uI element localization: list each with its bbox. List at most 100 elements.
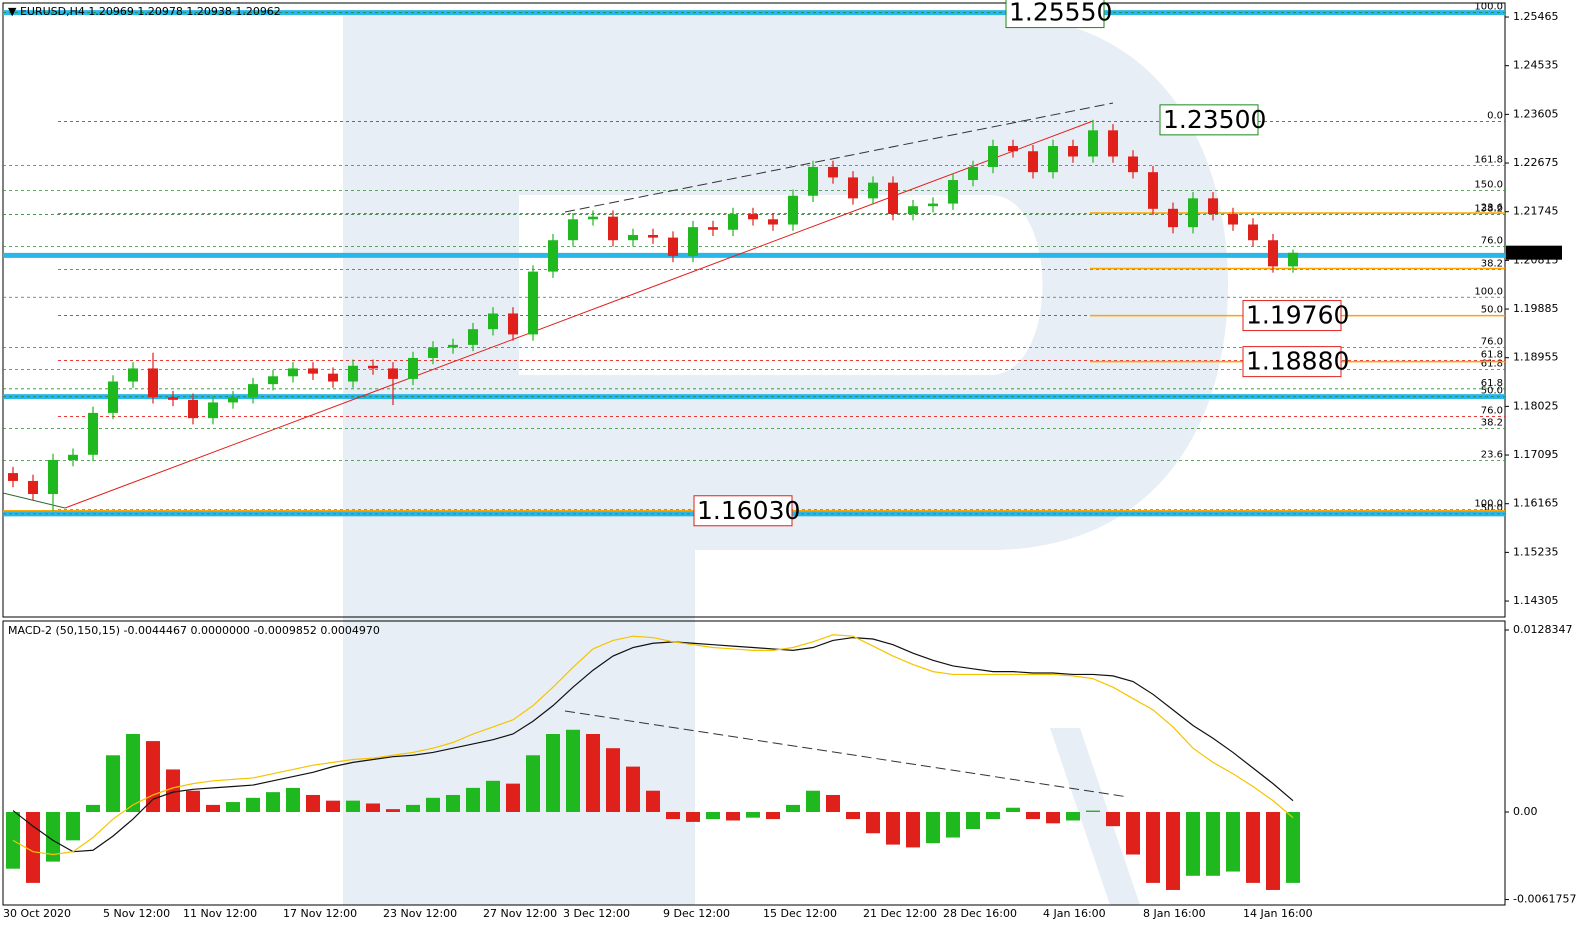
fib-level-label: 61.8: [1481, 350, 1503, 361]
macd-bar: [686, 811, 700, 822]
candle-body: [608, 216, 618, 241]
y-tick-label: 1.18955: [1513, 351, 1559, 364]
candle-body: [1148, 172, 1158, 209]
candle-body: [228, 397, 238, 403]
candle-body: [948, 180, 958, 204]
candle-body: [708, 227, 718, 230]
trendline: [2, 492, 66, 509]
y-tick-label: 1.21745: [1513, 205, 1559, 218]
watermark-bowl: [519, 15, 1228, 905]
annotations: 1.25550 1.23500 1.19760 1.18880 1.16030 1.209…: [693, 0, 1562, 527]
candle-body: [648, 234, 658, 238]
macd-bar: [846, 811, 860, 820]
macd-bar: [286, 787, 300, 812]
macd-bar: [246, 797, 260, 812]
main-panel: [2, 2, 1506, 618]
fib-level-label: 76.0: [1481, 406, 1503, 417]
macd: [6, 634, 1300, 890]
macd-bar: [1246, 811, 1260, 883]
y-tick-label: 1.17095: [1513, 448, 1559, 461]
fib-level-label: 50.0: [1481, 305, 1503, 316]
y-tick-label: 1.16165: [1513, 497, 1559, 510]
candle-body: [508, 313, 518, 335]
fib-level-label: 50.0: [1481, 386, 1503, 397]
x-tick-label: 27 Nov 12:00: [483, 907, 557, 920]
candle-body: [848, 177, 858, 199]
fib-level-label: 23.6: [1481, 450, 1503, 461]
watermark: [343, 15, 1228, 905]
macd-bar: [486, 780, 500, 812]
x-tick-label: 11 Nov 12:00: [183, 907, 257, 920]
x-tick-label: 21 Dec 12:00: [863, 907, 937, 920]
macd-bar: [46, 811, 60, 862]
macd-bar: [626, 766, 640, 812]
macd-bar: [146, 741, 160, 812]
fib-level-label: 61.8: [1481, 378, 1503, 389]
macd-panel: [2, 620, 1506, 906]
macd-bar: [866, 811, 880, 834]
price-annotation: 1.25550: [1009, 0, 1112, 27]
macd-bar: [906, 811, 920, 848]
candle-body: [1048, 146, 1058, 173]
price-annotation-box: [1242, 300, 1342, 332]
watermark-stem: [343, 15, 519, 905]
macd-bar: [1126, 811, 1140, 855]
candle-body: [1028, 151, 1038, 173]
macd-bar: [326, 800, 340, 812]
candle-body: [308, 368, 318, 374]
y-tick-label: 1.14305: [1513, 594, 1559, 607]
candle-body: [288, 368, 298, 377]
macd-bar: [226, 802, 240, 812]
candle-body: [908, 206, 918, 215]
x-tick-label: 30 Oct 2020: [3, 907, 71, 920]
candle-body: [128, 368, 138, 382]
candle-body: [488, 313, 498, 330]
price-annotation: 1.23500: [1163, 105, 1266, 134]
macd-bar: [1166, 811, 1180, 890]
x-tick-label: 23 Nov 12:00: [383, 907, 457, 920]
macd-bar: [606, 748, 620, 812]
macd-line: [12, 634, 1294, 856]
fib-level-label: 138.2: [1474, 204, 1503, 215]
candle-body: [468, 329, 478, 345]
macd-bar: [1146, 811, 1160, 883]
y-tick-label: -0.0061757: [1513, 893, 1576, 906]
price-annotation: 1.18880: [1246, 347, 1349, 376]
candle-body: [568, 219, 578, 241]
candle-body: [148, 368, 158, 398]
macd-bar: [1106, 811, 1120, 827]
macd-bar: [406, 804, 420, 812]
macd-line: [12, 636, 1294, 853]
candle-body: [428, 347, 438, 358]
macd-bar: [346, 800, 360, 812]
candle-body: [348, 365, 358, 382]
trendline: [64, 120, 1094, 509]
macd-bar: [526, 755, 540, 812]
macd-bar: [646, 790, 660, 812]
macd-bar: [1226, 811, 1240, 872]
candle-body: [1088, 130, 1098, 157]
x-tick-label: 17 Nov 12:00: [283, 907, 357, 920]
candle-body: [368, 365, 378, 369]
x-tick-label: 8 Jan 16:00: [1143, 907, 1206, 920]
symbol-header: ▼ EURUSD,H4 1.20969 1.20978 1.20938 1.20…: [8, 5, 281, 18]
candle-body: [928, 203, 938, 207]
macd-bar: [366, 803, 380, 812]
macd-bar: [106, 755, 120, 812]
candle-body: [28, 480, 38, 495]
y-tick-label: 1.24535: [1513, 59, 1559, 72]
macd-bar: [826, 794, 840, 812]
candle-body: [1128, 156, 1138, 173]
candle-body: [1288, 252, 1298, 267]
fib-level-label: 100.0: [1474, 499, 1503, 510]
macd-bar: [766, 811, 780, 820]
macd-bar: [206, 804, 220, 812]
candle-body: [668, 237, 678, 256]
candle-body: [1208, 198, 1218, 215]
fib-level-label: 161.8: [1474, 154, 1503, 165]
macd-bar: [1066, 811, 1080, 821]
x-tick-label: 3 Dec 12:00: [563, 907, 630, 920]
y-tick-label: 1.23605: [1513, 107, 1559, 120]
y-tick-label: 1.18025: [1513, 399, 1559, 412]
trendline: [564, 710, 1129, 798]
